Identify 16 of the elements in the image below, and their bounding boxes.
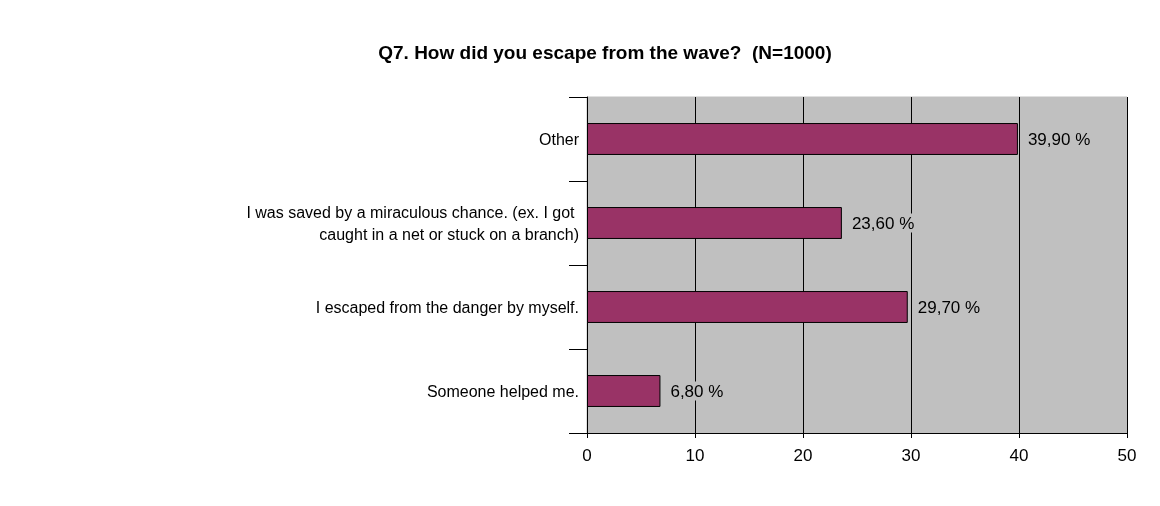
data-label: 29,70 % [917, 297, 981, 317]
x-tick-label: 30 [901, 446, 921, 465]
x-tick-label: 0 [582, 446, 592, 465]
data-label: 39,90 % [1027, 129, 1091, 149]
y-tick-label: Someone helped me. [426, 382, 579, 400]
x-tick-label: 40 [1009, 446, 1029, 465]
x-tick-label: 20 [793, 446, 813, 465]
y-tick-label: I escaped from the danger by myself. [315, 298, 579, 316]
data-label: 6,80 % [670, 381, 724, 401]
bar [587, 375, 661, 407]
x-tick-label: 10 [685, 446, 705, 465]
chart-title: Q7. How did you escape from the wave? (N=1000) [378, 42, 832, 63]
y-tick-label: Other [538, 130, 580, 148]
x-tick-label: 50 [1117, 446, 1137, 465]
data-label: 23,60 % [851, 213, 915, 233]
y-tick-label: I was saved by a miraculous chance. (ex. I got caught in a net or stuck on a branch) [246, 203, 579, 243]
